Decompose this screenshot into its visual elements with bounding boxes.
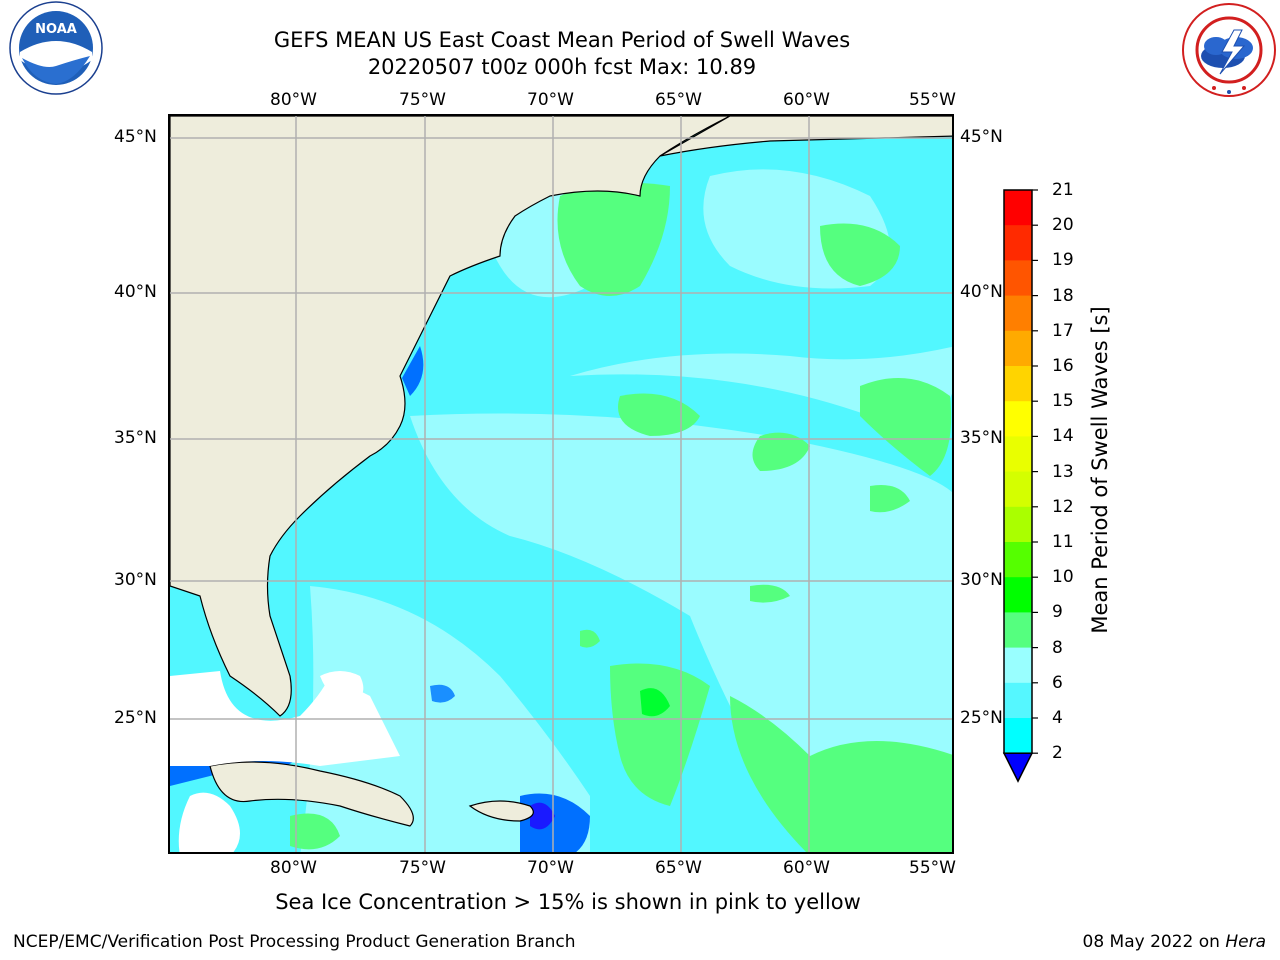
- lat-tick-right: 30°N: [960, 570, 1003, 590]
- colorbar-tick-label: 18: [1052, 285, 1074, 306]
- colorbar-segment: [1004, 647, 1032, 684]
- chart-title: GEFS MEAN US East Coast Mean Period of S…: [273, 28, 851, 52]
- lon-tick-bottom: 70°W: [527, 858, 574, 878]
- lon-tick-bottom: 65°W: [655, 858, 702, 878]
- colorbar-segment: [1004, 682, 1032, 719]
- green-patch-4: [860, 378, 952, 476]
- colorbar-tick-label: 4: [1052, 708, 1063, 728]
- light-swell-band: [410, 413, 952, 826]
- colorbar-segment: [1004, 718, 1032, 754]
- colorbar-tick-label: 13: [1052, 461, 1074, 482]
- colorbar-tick-label: 15: [1052, 391, 1074, 412]
- colorbar-segment: [1004, 225, 1032, 261]
- colorbar-segment: [1004, 577, 1032, 613]
- lon-tick-top: 70°W: [527, 90, 574, 110]
- green-patch-5: [610, 663, 710, 806]
- lat-tick-left: 30°N: [114, 570, 157, 590]
- credit-host: Hera: [1225, 932, 1266, 952]
- credit-branch: NCEP/EMC/Verification Post Processing Pr…: [13, 932, 576, 952]
- lat-tick-right: 40°N: [960, 282, 1003, 302]
- green-patch-3: [618, 393, 700, 436]
- colorbar-segment: [1004, 542, 1032, 578]
- no-data-cuba: [178, 792, 240, 852]
- colorbar-segment: [1004, 190, 1032, 226]
- colorbar-tick-label: 21: [1052, 180, 1074, 200]
- colorbar-segment: [1004, 366, 1032, 402]
- sea-ice-note: Sea Ice Concentration > 15% is shown in …: [275, 890, 861, 914]
- green-patch-1: [557, 182, 670, 296]
- lon-tick-bottom: 75°W: [399, 858, 446, 878]
- colorbar-tick-label: 20: [1052, 215, 1074, 236]
- lat-tick-right: 45°N: [960, 127, 1003, 147]
- lon-tick-bottom: 80°W: [270, 858, 317, 878]
- green-peak: [640, 688, 670, 717]
- colorbar-tick-label: 19: [1052, 250, 1074, 271]
- lat-tick-left: 25°N: [114, 708, 157, 728]
- colorbar-tick-label: 10: [1052, 567, 1074, 588]
- lon-tick-top: 60°W: [783, 90, 830, 110]
- lat-tick-left: 35°N: [114, 428, 157, 448]
- green-patch-2: [820, 223, 900, 286]
- colorbar-tick-label: 17: [1052, 320, 1074, 341]
- lon-tick-top: 75°W: [399, 90, 446, 110]
- credit-date-text: 08 May 2022 on: [1082, 932, 1220, 952]
- colorbar-segment: [1004, 506, 1032, 543]
- colorbar-tick-label: 2: [1052, 743, 1063, 764]
- canada-land: [659, 116, 952, 157]
- lon-tick-bottom: 60°W: [783, 858, 830, 878]
- colorbar-tick-label: 9: [1052, 602, 1063, 623]
- colorbar-segment: [1004, 612, 1032, 649]
- colorbar-segment: [1004, 295, 1032, 332]
- noaa-logo-text: NOAA: [35, 22, 77, 37]
- lon-tick-top: 80°W: [270, 90, 317, 110]
- cuba-land: [209, 761, 414, 827]
- colorbar-tick-label: 11: [1052, 532, 1074, 552]
- colorbar-label: Mean Period of Swell Waves [s]: [1088, 306, 1112, 634]
- swell-period-map: [170, 116, 952, 852]
- lon-tick-top: 55°W: [909, 90, 956, 110]
- colorbar-tick-label: 14: [1052, 426, 1074, 447]
- colorbar-tick-label: 16: [1052, 356, 1074, 376]
- colorbar-tick-label: 12: [1052, 496, 1074, 517]
- nws-logo: [1182, 3, 1276, 97]
- map-panel[interactable]: [168, 114, 954, 854]
- colorbar: [1002, 189, 1038, 783]
- colorbar-segment: [1004, 471, 1032, 508]
- lat-tick-left: 40°N: [114, 282, 157, 302]
- lon-tick-bottom: 55°W: [909, 858, 956, 878]
- lat-tick-right: 25°N: [960, 708, 1003, 728]
- colorbar-extend-triangle: [1002, 752, 1034, 783]
- chart-subtitle: 20220507 t00z 000h fcst Max: 10.89: [367, 55, 757, 79]
- green-patch-6: [730, 696, 952, 852]
- colorbar-segment: [1004, 260, 1032, 297]
- us-coast-land: [170, 116, 731, 717]
- colorbar-segment: [1004, 436, 1032, 473]
- lon-tick-top: 65°W: [655, 90, 702, 110]
- credit-date: 08 May 2022 on Hera: [1083, 932, 1267, 952]
- colorbar-segment: [1004, 330, 1032, 367]
- colorbar-tick-label: 8: [1052, 637, 1063, 658]
- lat-tick-left: 45°N: [114, 127, 157, 147]
- noaa-logo: NOAA: [9, 1, 103, 95]
- colorbar-segment: [1004, 401, 1032, 437]
- graticule: [170, 116, 952, 852]
- lat-tick-right: 35°N: [960, 428, 1003, 448]
- colorbar-tick-label: 6: [1052, 672, 1063, 693]
